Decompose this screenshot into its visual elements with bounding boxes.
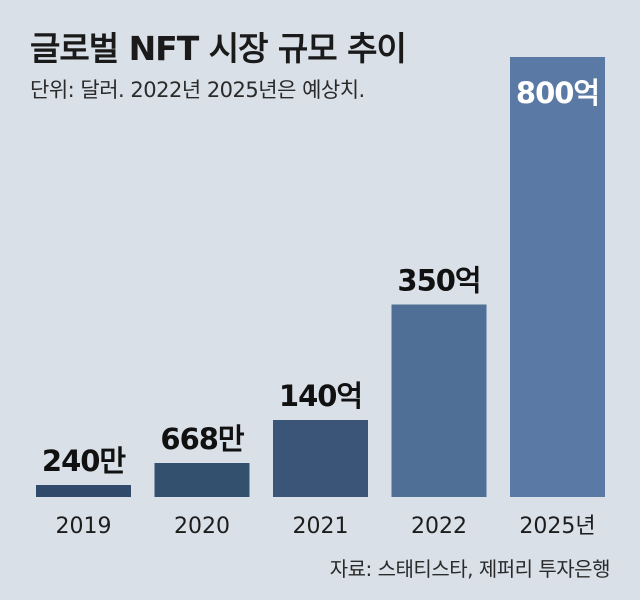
x-tick-label-2022: 2022 <box>411 514 467 539</box>
bar-2019 <box>36 485 131 497</box>
x-tick-label-2025년: 2025년 <box>519 514 595 539</box>
bar-2025년 <box>510 57 605 497</box>
data-label-2025년: 800억 <box>516 76 599 110</box>
data-label-2022: 350억 <box>397 264 480 298</box>
source-note: 자료: 스태티스타, 제퍼리 투자은행 <box>329 557 611 581</box>
x-tick-label-2020: 2020 <box>174 514 230 539</box>
x-tick-label-2021: 2021 <box>293 514 349 539</box>
bar-2022 <box>391 304 487 497</box>
data-label-2020: 668만 <box>160 422 245 456</box>
chart-title: 글로벌 NFT 시장 규모 추이 <box>30 29 407 68</box>
data-label-2019: 240만 <box>42 444 127 478</box>
bar-2020 <box>154 463 250 497</box>
x-tick-label-2019: 2019 <box>56 514 112 539</box>
bar-2021 <box>273 420 368 497</box>
data-label-2021: 140억 <box>279 379 362 413</box>
chart-subtitle: 단위: 달러. 2022년 2025년은 예상치. <box>30 78 365 102</box>
